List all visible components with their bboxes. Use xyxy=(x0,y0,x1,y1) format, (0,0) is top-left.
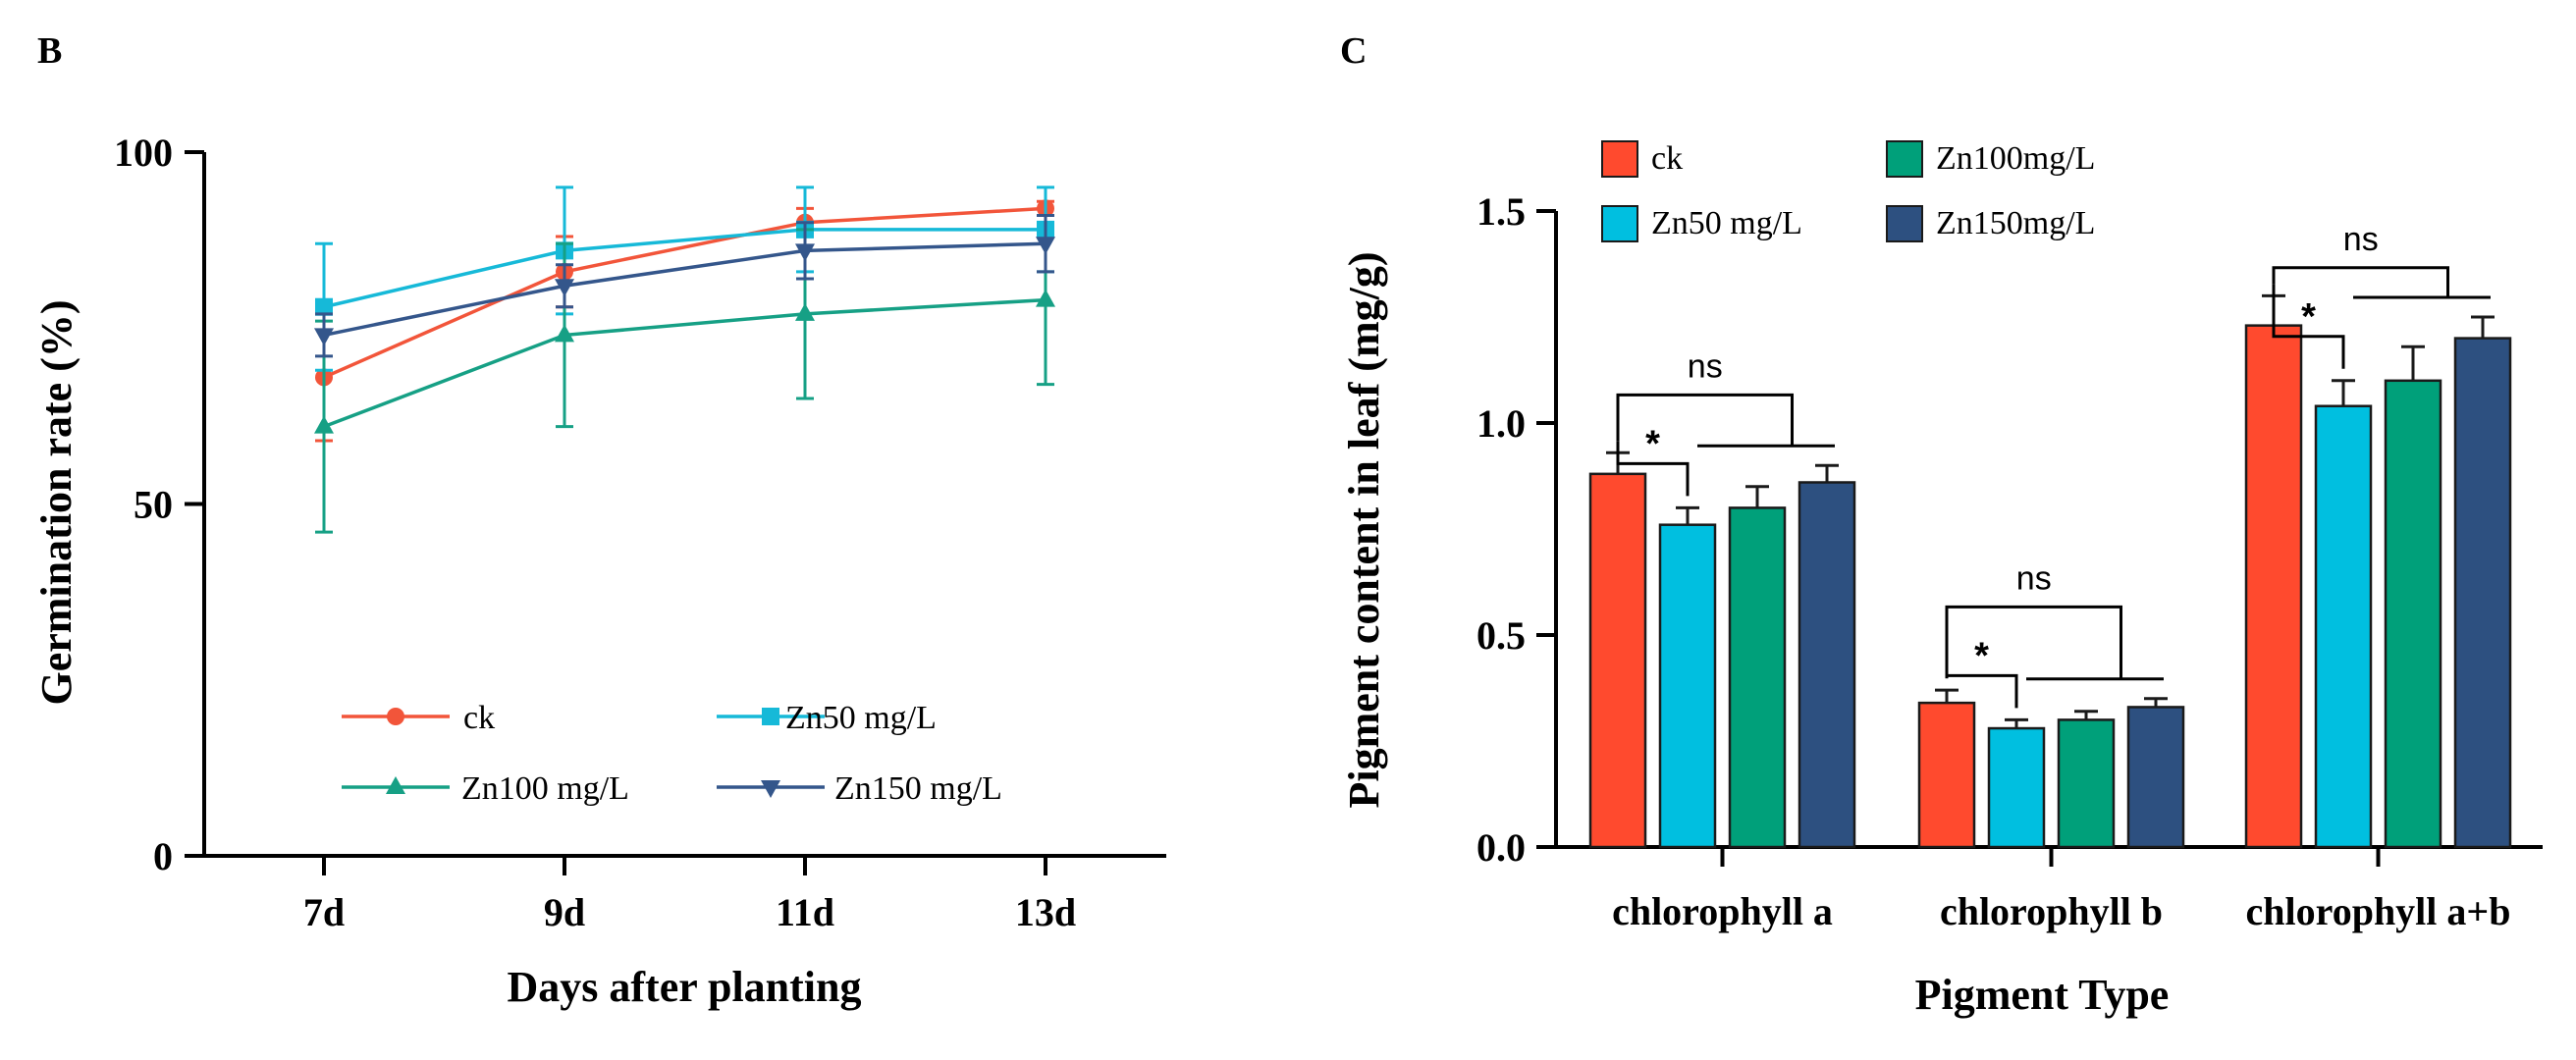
legend-marker xyxy=(387,708,404,725)
legend-label: ck xyxy=(463,700,495,736)
bar xyxy=(2314,404,2373,849)
panel-c-letter: C xyxy=(1340,30,1367,72)
x-tick-label: 7d xyxy=(303,890,345,934)
significance-group: * ns xyxy=(1616,347,1835,497)
data-point xyxy=(555,324,574,343)
x-tick-label: chlorophyll a xyxy=(1612,889,1833,933)
legend-label: Zn50 mg/L xyxy=(785,700,937,736)
legend-swatch xyxy=(1601,205,1638,242)
legend-item: Zn150mg/L xyxy=(1886,205,2095,242)
significance-star: * xyxy=(1645,423,1660,464)
data-point xyxy=(555,279,574,297)
legend-swatch xyxy=(1886,140,1923,178)
bar xyxy=(1658,523,1717,849)
data-point xyxy=(314,328,334,346)
bar xyxy=(1588,472,1647,849)
series-zn100 xyxy=(314,214,1055,534)
significance-bracket xyxy=(2272,284,2345,369)
data-point xyxy=(795,302,815,321)
legend-label: Zn150 mg/L xyxy=(834,770,1002,807)
ns-label: ns xyxy=(1688,347,1723,385)
legend-item: ck xyxy=(1601,140,1683,178)
ns-bracket xyxy=(1616,393,1794,447)
ns-label: ns xyxy=(2016,559,2052,597)
panel-b-y-ticks: 0 50 100 xyxy=(114,131,204,878)
data-point xyxy=(1036,237,1055,255)
y-tick-label: 50 xyxy=(134,483,173,527)
panel-b-legend: ck Zn50 mg/L Zn100 mg/L Zn150 mg/L xyxy=(342,700,1002,807)
panel-b-y-axis-title: Germination rate (%) xyxy=(32,300,80,706)
legend-marker xyxy=(761,780,780,798)
significance-group: * ns xyxy=(2272,221,2491,369)
panel-b-series xyxy=(314,186,1055,534)
x-tick-label: 13d xyxy=(1015,890,1076,934)
legend-label: Zn100 mg/L xyxy=(461,770,629,807)
legend-item: Zn50 mg/L xyxy=(717,700,937,736)
x-tick-label: 9d xyxy=(544,890,585,934)
legend-item: Zn100mg/L xyxy=(1886,140,2095,178)
series-line xyxy=(323,228,1046,309)
legend-item: Zn50 mg/L xyxy=(1601,205,1802,242)
legend-swatch xyxy=(1601,140,1638,178)
series-line xyxy=(323,297,1046,429)
panel-c-bars xyxy=(1588,293,2512,849)
data-point xyxy=(315,297,333,316)
y-tick-label: 1.0 xyxy=(1476,401,1526,446)
legend-label: Zn50 mg/L xyxy=(1651,205,1802,241)
panel-c-x-axis-title: Pigment Type xyxy=(1915,971,2170,1019)
data-point xyxy=(1036,289,1055,307)
legend-marker xyxy=(762,708,779,725)
x-tick-label: chlorophyll a+b xyxy=(2246,889,2511,933)
legend-item: Zn150 mg/L xyxy=(717,770,1002,807)
x-tick-label: chlorophyll b xyxy=(1940,889,2163,933)
bar xyxy=(2057,718,2116,849)
legend-label: Zn100mg/L xyxy=(1936,140,2095,177)
bar xyxy=(2384,379,2442,849)
y-tick-label: 0.5 xyxy=(1476,613,1526,658)
panel-c-legend: ck Zn100mg/L Zn50 mg/L Zn150mg/L xyxy=(1601,140,2095,242)
x-tick-label: 11d xyxy=(776,890,834,934)
panel-c-y-ticks: 0.0 0.5 1.0 1.5 xyxy=(1476,189,1556,870)
panel-b-x-ticks: 7d 9d 11d 13d xyxy=(303,856,1076,934)
significance-group: * ns xyxy=(1945,559,2164,709)
panel-c-x-ticks: chlorophyll a chlorophyll b chlorophyll a+… xyxy=(1612,847,2510,933)
bar xyxy=(1917,701,1976,849)
bar xyxy=(2453,337,2512,849)
legend-marker xyxy=(386,776,405,794)
significance-star: * xyxy=(1974,635,1989,676)
bar xyxy=(1798,481,1856,849)
panel-b-x-axis-title: Days after planting xyxy=(508,963,862,1011)
panel-b-letter: B xyxy=(37,30,62,72)
bar xyxy=(1728,506,1787,849)
panel-c: C 0.00.51.01.5 chlorophyll a chlorophyll … xyxy=(1340,30,2543,1019)
ns-bracket xyxy=(1945,605,2122,679)
legend-label: ck xyxy=(1651,140,1683,177)
panel-c-significance: * ns * ns * ns xyxy=(1616,221,2491,709)
significance-bracket xyxy=(1616,441,1690,497)
legend-item: ck xyxy=(342,700,495,736)
series-zn150 xyxy=(314,214,1055,358)
series-line xyxy=(323,206,1046,380)
series-line xyxy=(323,241,1046,338)
significance-star: * xyxy=(2301,296,2316,338)
y-tick-label: 0.0 xyxy=(1476,825,1526,870)
legend-swatch xyxy=(1886,205,1923,242)
data-point xyxy=(314,415,334,434)
data-point xyxy=(795,243,815,262)
panel-c-y-axis-title: Pigment content in leaf (mg/g) xyxy=(1340,252,1388,809)
bar xyxy=(2126,706,2185,849)
panel-b: B 0 50 100 7d 9d 11d 13d Germination rate (%)… xyxy=(32,30,1166,1011)
series-ck xyxy=(315,199,1054,443)
ns-label: ns xyxy=(2343,221,2379,258)
legend-label: Zn150mg/L xyxy=(1936,205,2095,241)
y-tick-label: 1.5 xyxy=(1476,189,1526,234)
y-tick-label: 100 xyxy=(114,131,173,175)
ns-bracket xyxy=(2272,266,2449,297)
bar xyxy=(1987,726,2046,849)
bar xyxy=(2244,324,2303,849)
y-tick-label: 0 xyxy=(153,834,173,878)
legend-item: Zn100 mg/L xyxy=(342,770,629,807)
